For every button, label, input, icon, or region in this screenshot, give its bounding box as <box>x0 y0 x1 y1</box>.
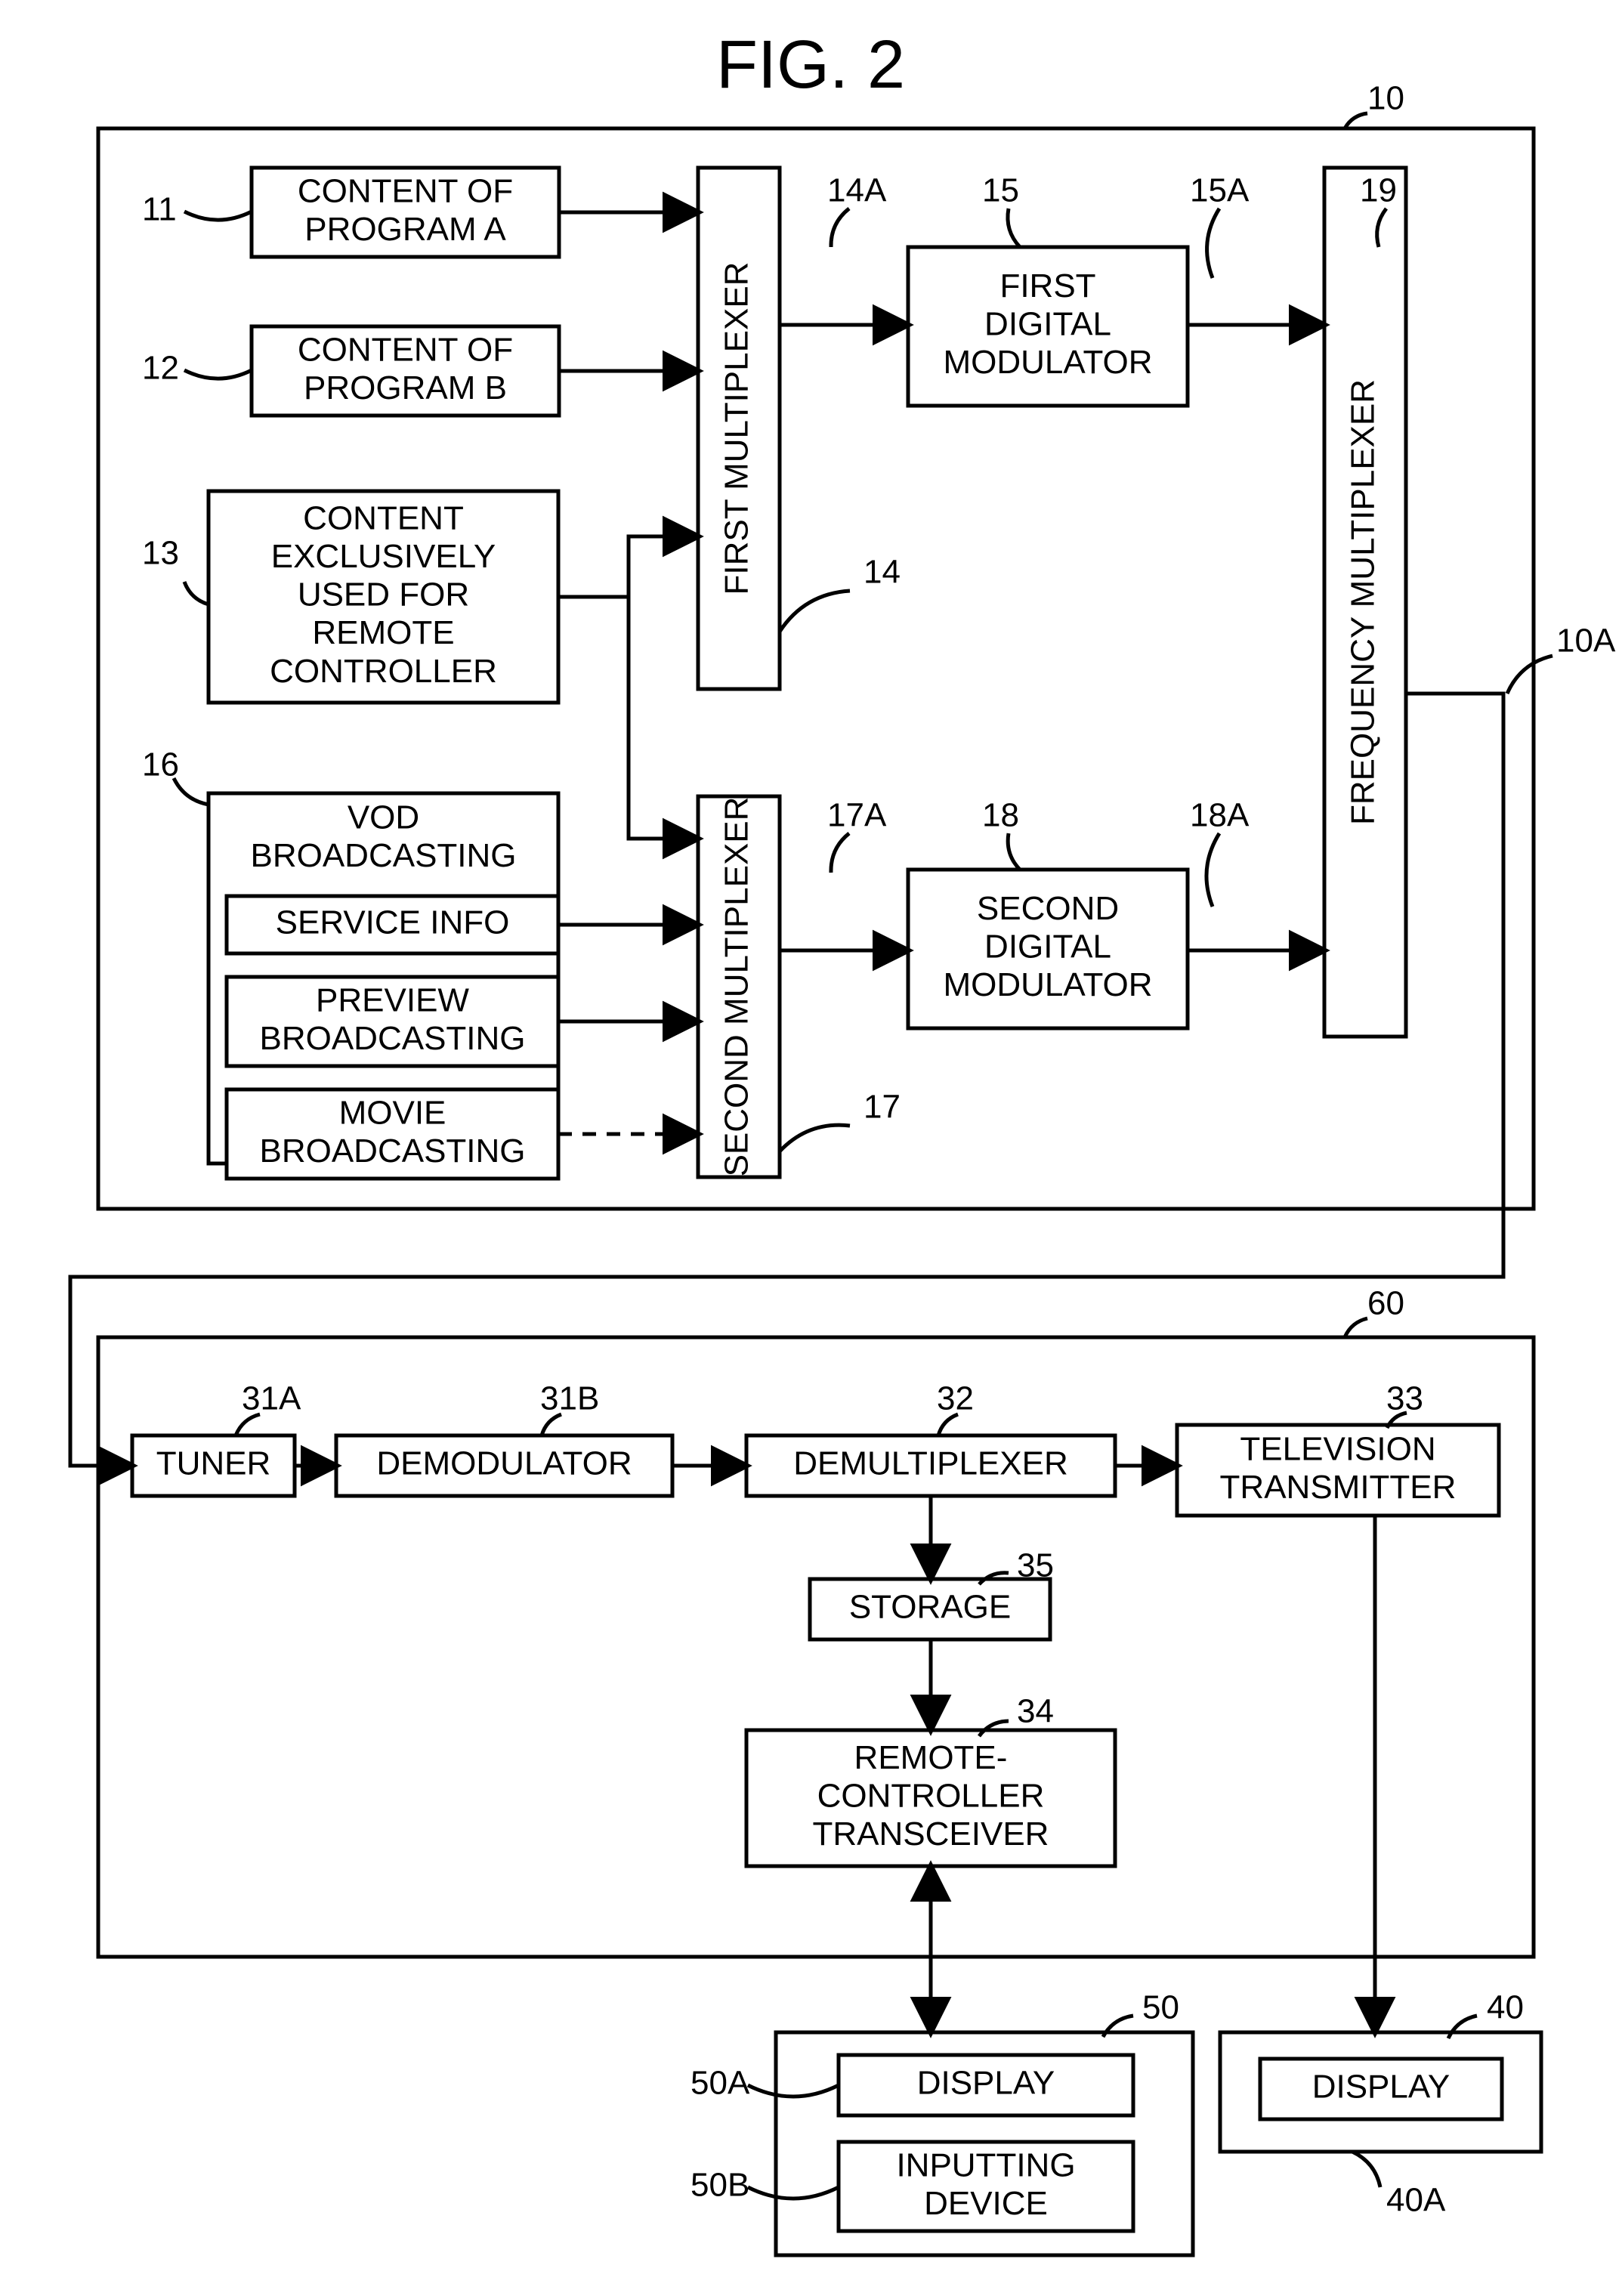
block-text: MODULATOR <box>943 344 1152 381</box>
block-text: INPUTTING <box>896 2146 1075 2183</box>
ref-label: 15 <box>982 172 1019 209</box>
block-50A: DISPLAY <box>839 2055 1133 2115</box>
ref-label: 15A <box>1190 172 1250 209</box>
block-14: FIRST MULTIPLEXER <box>698 168 780 689</box>
block-33: TELEVISIONTRANSMITTER <box>1177 1425 1499 1516</box>
block-text: MOVIE <box>339 1094 446 1131</box>
block-text: PREVIEW <box>316 981 469 1018</box>
block-17: SECOND MULTIPLEXER <box>698 796 780 1177</box>
block-text: TUNER <box>156 1445 271 1482</box>
ref-label: 40 <box>1487 1989 1524 2026</box>
block-32: DEMULTIPLEXER <box>746 1435 1115 1496</box>
ref-label: 34 <box>1017 1693 1054 1730</box>
block-vtext: FIRST MULTIPLEXER <box>718 262 755 595</box>
ref-label: 50 <box>1142 1989 1179 2026</box>
block-text: REMOTE- <box>854 1739 1008 1776</box>
block-text: FIRST <box>999 267 1095 304</box>
block-text: TRANSCEIVER <box>813 1815 1049 1853</box>
ref-label: 17A <box>827 797 887 834</box>
block-13: CONTENTEXCLUSIVELYUSED FORREMOTECONTROLL… <box>209 491 558 703</box>
diagram-canvas: FIG. 2 CONTENT OFPROGRAM ACONTENT OFPROG… <box>0 0 1622 2296</box>
block-vtext: SECOND MULTIPLEXER <box>718 797 755 1177</box>
block-31B: DEMODULATOR <box>336 1435 672 1496</box>
ref-label: 13 <box>142 535 179 572</box>
ref-label: 50B <box>691 2167 749 2204</box>
block-text: CONTENT <box>303 499 464 536</box>
block-40A: DISPLAY <box>1260 2059 1502 2119</box>
block-11: CONTENT OFPROGRAM A <box>252 168 559 257</box>
block-50B: INPUTTINGDEVICE <box>839 2142 1133 2231</box>
ref-label: 35 <box>1017 1547 1054 1584</box>
block-text: CONTENT OF <box>298 331 513 368</box>
block-text: DEMODULATOR <box>376 1445 632 1482</box>
block-16-prev: PREVIEWBROADCASTING <box>227 977 558 1066</box>
block-12: CONTENT OFPROGRAM B <box>252 326 559 416</box>
block-text: SERVICE INFO <box>276 904 510 941</box>
ref-label: 31A <box>242 1380 301 1417</box>
block-text: PROGRAM A <box>304 211 506 248</box>
ref-label: 12 <box>142 350 179 387</box>
ref-label: 17 <box>864 1089 901 1126</box>
ref-label: 16 <box>142 746 179 783</box>
block-text: DIGITAL <box>984 306 1111 343</box>
block-31A: TUNER <box>132 1435 295 1496</box>
block-text: DEVICE <box>924 2185 1048 2222</box>
ref-label: 50A <box>691 2065 750 2102</box>
block-text: DISPLAY <box>1312 2069 1451 2106</box>
block-text: STORAGE <box>849 1589 1011 1626</box>
block-text: PROGRAM B <box>304 369 507 406</box>
block-text: CONTENT OF <box>298 172 513 209</box>
block-16-mov: MOVIEBROADCASTING <box>227 1089 558 1179</box>
ref-label: 10A <box>1556 623 1616 660</box>
block-text: CONTROLLER <box>270 653 497 690</box>
ref-label: 14 <box>864 554 901 591</box>
ref-label: 18A <box>1190 797 1250 834</box>
block-text: USED FOR <box>298 576 469 613</box>
block-text: REMOTE <box>312 614 454 651</box>
block-text: BROADCASTING <box>259 1020 525 1057</box>
block-35: STORAGE <box>810 1579 1050 1639</box>
block-text: BROADCASTING <box>259 1133 525 1170</box>
ref-label: 31B <box>540 1380 599 1417</box>
block-19: FREQUENCY MULTIPLEXER <box>1324 168 1406 1037</box>
block-text: DEMULTIPLEXER <box>793 1445 1068 1482</box>
block-text: BROADCASTING <box>250 837 516 874</box>
block-text: SECOND <box>977 890 1119 927</box>
block-text: DISPLAY <box>917 2065 1055 2102</box>
block-text: MODULATOR <box>943 966 1152 1003</box>
block-text: EXCLUSIVELY <box>271 538 496 575</box>
ref-label: 60 <box>1367 1285 1404 1322</box>
figure-title: FIG. 2 <box>716 27 905 103</box>
ref-leader <box>1352 2152 1380 2187</box>
ref-label: 10 <box>1367 80 1404 117</box>
ref-label: 40A <box>1386 2182 1446 2219</box>
block-vtext: FREQUENCY MULTIPLEXER <box>1345 379 1382 825</box>
block-text: TELEVISION <box>1240 1430 1435 1467</box>
block-text: CONTROLLER <box>817 1778 1045 1815</box>
block-16-svc: SERVICE INFO <box>227 896 558 953</box>
ref-label: 32 <box>937 1380 974 1417</box>
ref-label: 19 <box>1360 172 1397 209</box>
ref-label: 14A <box>827 172 887 209</box>
ref-label: 18 <box>982 797 1019 834</box>
ref-label: 11 <box>142 191 177 228</box>
block-text: DIGITAL <box>984 929 1111 966</box>
ref-leader <box>1345 113 1367 128</box>
block-15: FIRSTDIGITALMODULATOR <box>908 247 1188 406</box>
block-34: REMOTE-CONTROLLERTRANSCEIVER <box>746 1730 1115 1866</box>
ref-leader <box>1345 1318 1367 1337</box>
block-text: VOD <box>348 799 419 836</box>
block-18: SECONDDIGITALMODULATOR <box>908 870 1188 1028</box>
block-text: TRANSMITTER <box>1220 1469 1457 1506</box>
